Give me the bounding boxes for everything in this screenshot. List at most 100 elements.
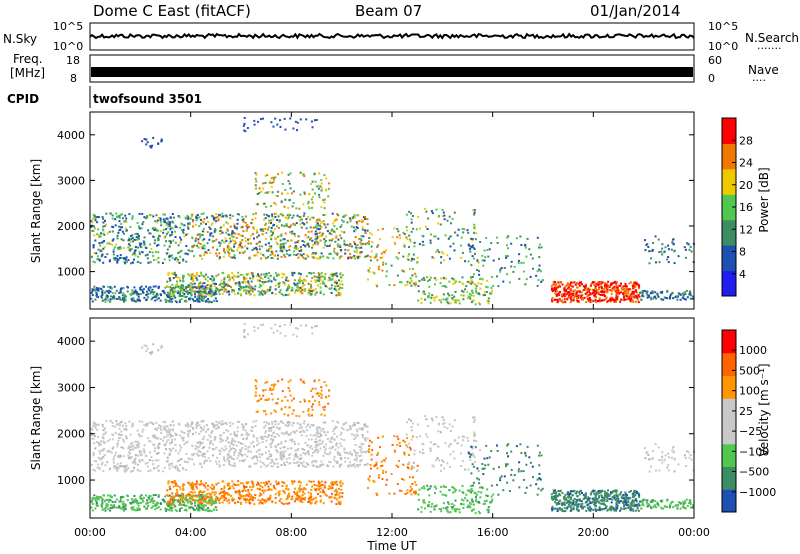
power-cell (192, 285, 195, 288)
power-cell (575, 291, 578, 294)
power-cell (605, 283, 608, 286)
velocity-cell (174, 499, 177, 502)
power-cell (94, 219, 97, 222)
power-cell (616, 295, 619, 298)
velocity-cell (188, 506, 190, 509)
velocity-cell (233, 453, 236, 456)
power-cell (265, 205, 268, 208)
velocity-cell (349, 426, 352, 429)
power-cell (336, 275, 339, 278)
power-cell (377, 244, 380, 247)
velocity-cell (139, 495, 142, 498)
velocity-cell (336, 461, 339, 464)
power-cell (307, 289, 310, 292)
velocity-cell (267, 485, 270, 488)
velocity-cell (123, 509, 125, 512)
power-cell (461, 289, 463, 292)
power-cell (367, 269, 370, 272)
power-cell (664, 296, 666, 299)
power-cell (328, 232, 331, 235)
power-cell (176, 292, 179, 295)
power-cell (538, 246, 541, 249)
power-cell (94, 217, 97, 220)
power-cell (219, 232, 222, 235)
power-cell (250, 280, 253, 283)
velocity-cell (267, 450, 270, 453)
power-cell (133, 238, 136, 241)
velocity-cell (313, 484, 316, 486)
velocity-cell (345, 421, 348, 424)
velocity-cell (213, 502, 216, 505)
power-cell (568, 286, 570, 289)
velocity-cell (157, 437, 160, 440)
power-cell (293, 282, 296, 285)
velocity-cell (95, 495, 98, 498)
power-cell (270, 257, 273, 259)
power-cell (313, 172, 316, 175)
velocity-cell (292, 422, 295, 425)
velocity-cell (316, 445, 319, 448)
power-cell (183, 295, 185, 298)
velocity-cell (202, 428, 205, 431)
power-cell (616, 299, 618, 302)
power-cell (128, 213, 131, 216)
power-cell (241, 215, 244, 218)
power-cell (563, 289, 566, 292)
velocity-cell (273, 420, 276, 423)
velocity-cell (174, 449, 177, 452)
power-cell (173, 272, 176, 275)
power-cell (310, 230, 313, 233)
velocity-cell (298, 423, 301, 426)
power-cell (211, 215, 214, 218)
power-cell (191, 283, 194, 286)
power-cell (279, 239, 282, 242)
velocity-cell (146, 422, 149, 425)
velocity-cell (117, 433, 120, 436)
power-cell (154, 294, 157, 297)
velocity-cell (106, 499, 109, 501)
power-cell (269, 287, 272, 290)
velocity-cell (165, 425, 168, 428)
power-cell (319, 185, 322, 188)
power-cell (118, 229, 121, 232)
power-cell (169, 286, 171, 288)
power-cell (452, 278, 455, 281)
power-cell (691, 297, 694, 300)
power-cell (336, 213, 339, 216)
velocity-cell (219, 497, 221, 500)
velocity-cell (115, 420, 118, 423)
power-cell (353, 241, 356, 244)
velocity-cell (182, 436, 185, 439)
velocity-cell (267, 422, 270, 425)
power-cell (513, 265, 516, 268)
power-cell (440, 256, 443, 259)
velocity-cell (331, 483, 333, 486)
power-cell (165, 232, 168, 235)
velocity-heatmap-cells (90, 323, 695, 515)
power-cell (312, 243, 314, 246)
power-cell (226, 291, 229, 294)
power-cell (360, 239, 363, 242)
power-cell (550, 287, 553, 290)
velocity-cell (245, 432, 248, 435)
velocity-cell (200, 504, 203, 507)
power-cell (170, 298, 173, 301)
velocity-cell (348, 425, 351, 427)
power-cell (578, 284, 581, 287)
power-cell (636, 296, 639, 299)
power-cell (274, 216, 277, 218)
power-cell (298, 250, 301, 252)
power-cell (198, 298, 201, 301)
power-cell (563, 298, 566, 301)
velocity-cell (234, 434, 237, 437)
power-cell (201, 287, 204, 290)
power-cell (647, 246, 650, 248)
velocity-cell (215, 427, 218, 430)
power-cell (181, 289, 183, 292)
power-cell (648, 262, 651, 265)
velocity-cell (104, 499, 107, 502)
power-cell (369, 259, 372, 262)
power-cell (303, 241, 306, 243)
power-cell (169, 226, 172, 229)
power-cell (428, 285, 431, 288)
